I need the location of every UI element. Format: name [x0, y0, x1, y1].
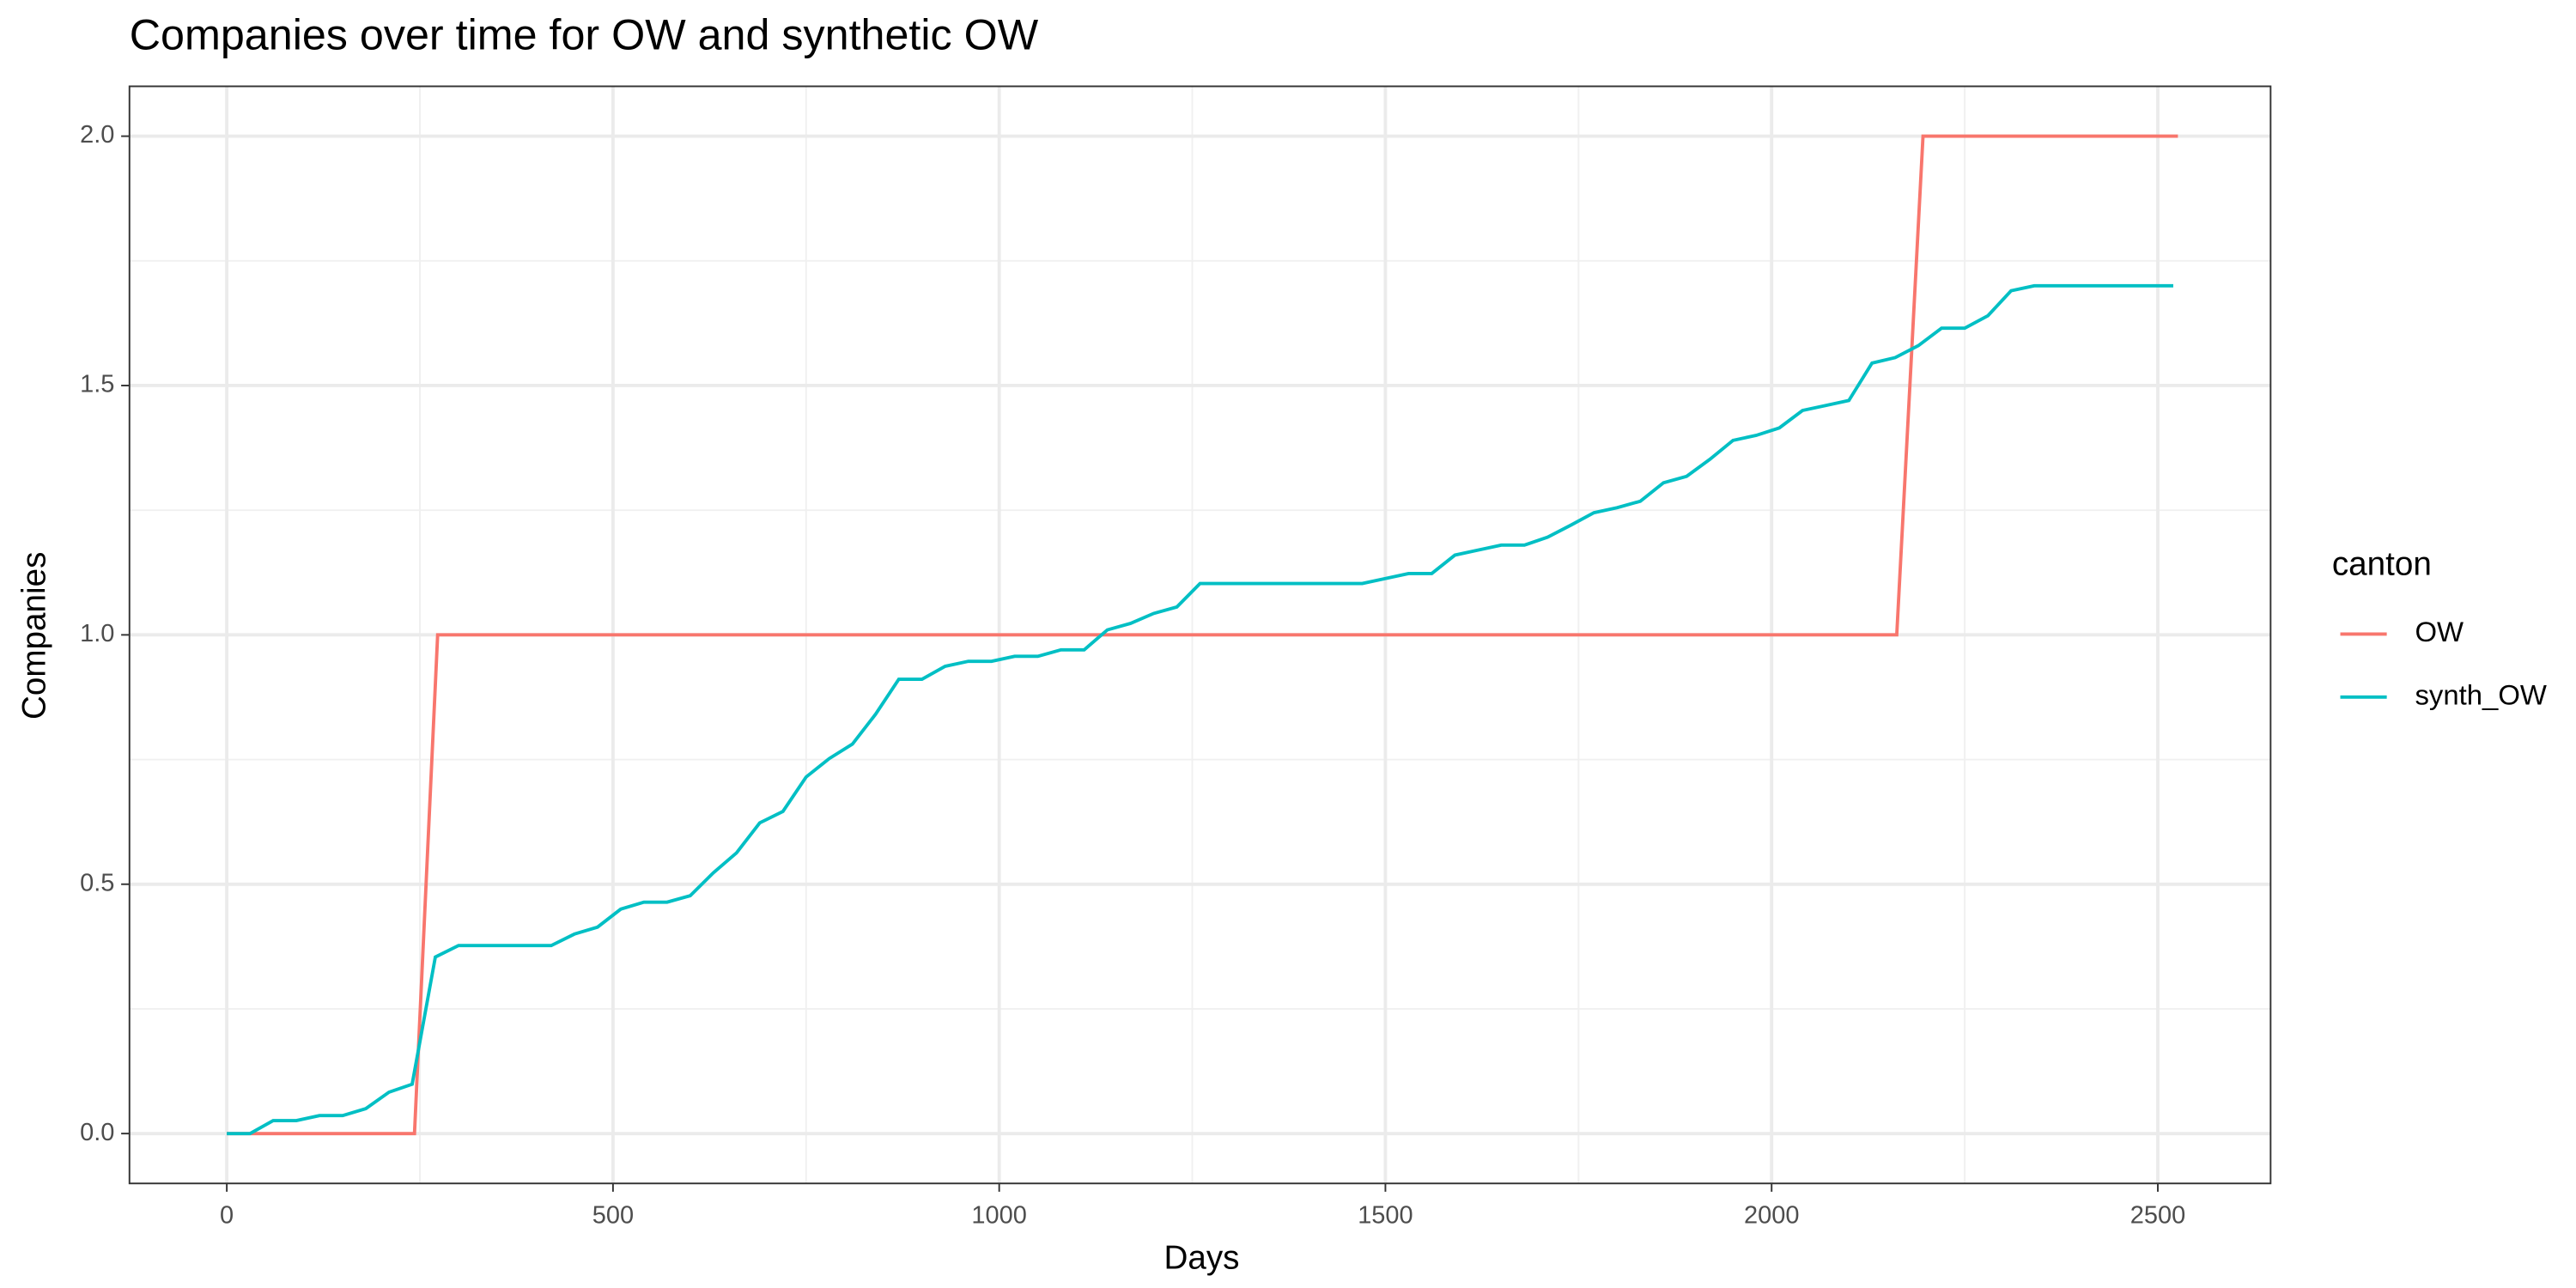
x-tick-label: 1000: [971, 1202, 1026, 1230]
plot-lines: [227, 134, 2178, 1136]
x-tick-label: 1500: [1358, 1202, 1413, 1230]
y-tick-label: 1.5: [80, 371, 114, 398]
chart-title: Companies over time for OW and synthetic…: [130, 11, 1039, 59]
y-tick-label: 0.5: [80, 869, 114, 896]
x-tick-label: 500: [592, 1202, 634, 1230]
legend-label: synth_OW: [2415, 679, 2547, 711]
x-axis-title: Days: [1163, 1239, 1239, 1276]
y-tick-label: 1.0: [80, 620, 114, 647]
series-line: [227, 283, 2173, 1136]
y-tick-label: 2.0: [80, 121, 114, 149]
x-tick-label: 0: [220, 1202, 234, 1230]
legend-title: canton: [2332, 545, 2432, 582]
series-line: [227, 134, 2178, 1136]
legend-label: OW: [2415, 616, 2464, 647]
x-tick-label: 2000: [1744, 1202, 1799, 1230]
y-axis-title: Companies: [16, 552, 53, 720]
y-tick-label: 0.0: [80, 1119, 114, 1146]
x-tick-label: 2500: [2130, 1202, 2185, 1230]
